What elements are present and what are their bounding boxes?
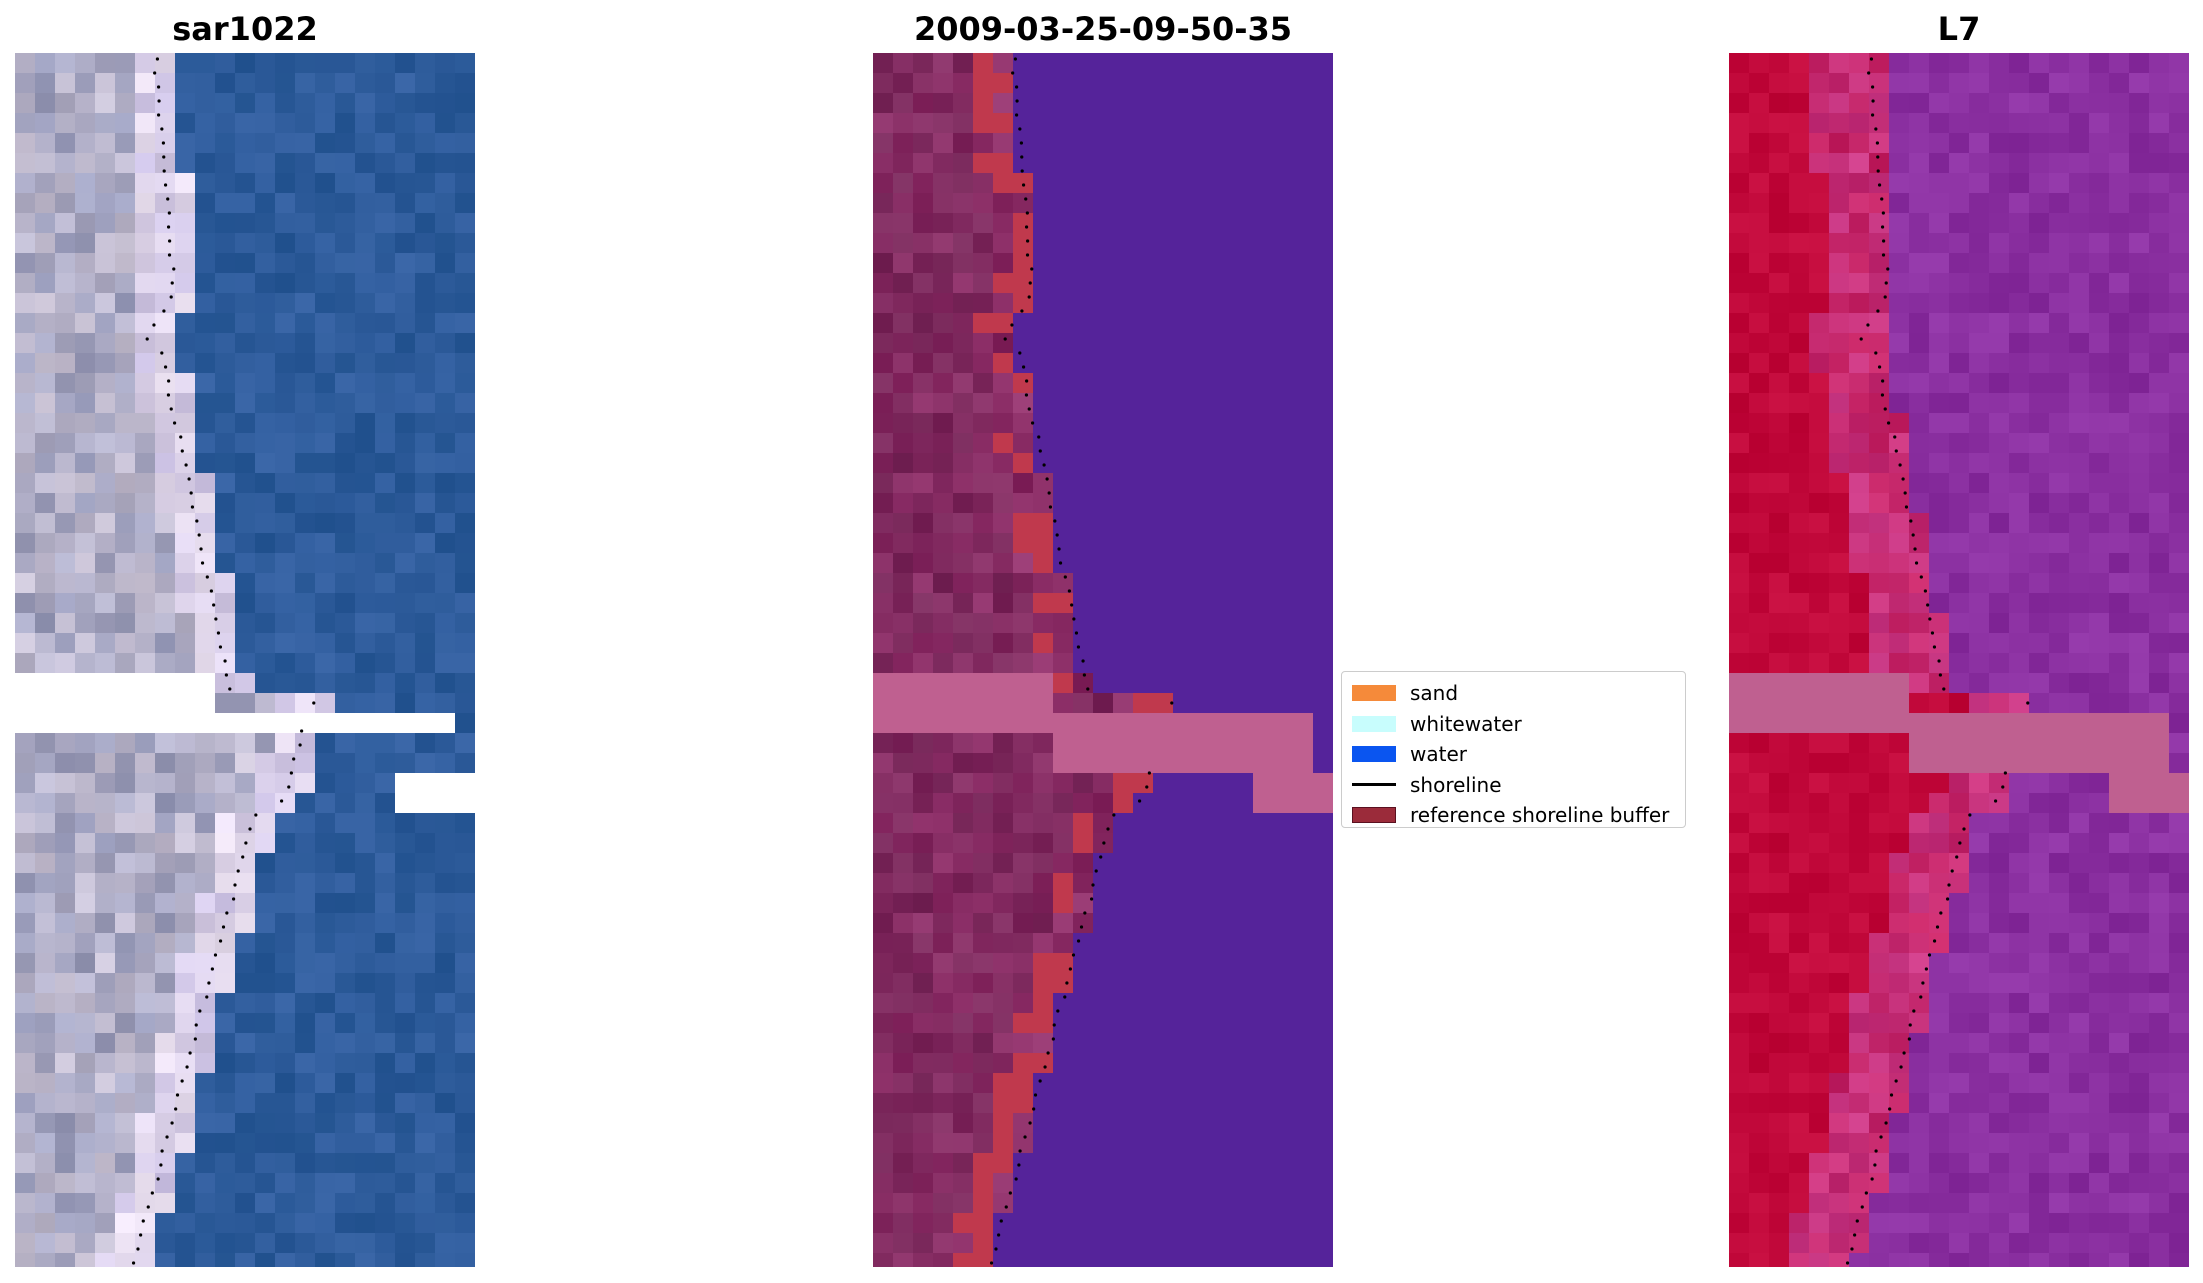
panel-title-classified: 2009-03-25-09-50-35 xyxy=(913,10,1293,48)
panel-title-index: L7 xyxy=(1937,10,1981,48)
water-swatch xyxy=(1352,746,1396,763)
legend-item-reference-buffer: reference shoreline buffer xyxy=(1352,800,1675,831)
legend-item-sand: sand xyxy=(1352,678,1675,709)
shoreline-points xyxy=(989,57,1174,1265)
reference-buffer-swatch xyxy=(1352,807,1396,824)
index-image xyxy=(1729,53,2189,1267)
legend-item-water: water xyxy=(1352,739,1675,770)
legend-label-sand: sand xyxy=(1410,681,1459,706)
shoreline-line-swatch xyxy=(1352,783,1396,787)
legend-item-shoreline: shoreline xyxy=(1352,770,1675,801)
whitewater-swatch xyxy=(1352,715,1396,732)
rgb-image-panel xyxy=(15,53,475,1267)
panel-title-rgb: sar1022 xyxy=(172,10,318,48)
legend: sand whitewater water shoreline referenc… xyxy=(1341,671,1686,828)
rgb-image xyxy=(15,53,475,1267)
legend-label-water: water xyxy=(1410,742,1467,767)
classified-image xyxy=(873,53,1333,1267)
legend-label-shoreline: shoreline xyxy=(1410,772,1502,797)
classified-image-panel xyxy=(873,53,1333,1267)
shoreline-points xyxy=(131,57,316,1265)
sand-swatch xyxy=(1352,685,1396,702)
legend-label-whitewater: whitewater xyxy=(1410,711,1522,736)
legend-item-whitewater: whitewater xyxy=(1352,709,1675,740)
index-image-panel xyxy=(1729,53,2189,1267)
shoreline-points xyxy=(1845,57,2030,1265)
legend-label-reference-buffer: reference shoreline buffer xyxy=(1410,803,1670,828)
